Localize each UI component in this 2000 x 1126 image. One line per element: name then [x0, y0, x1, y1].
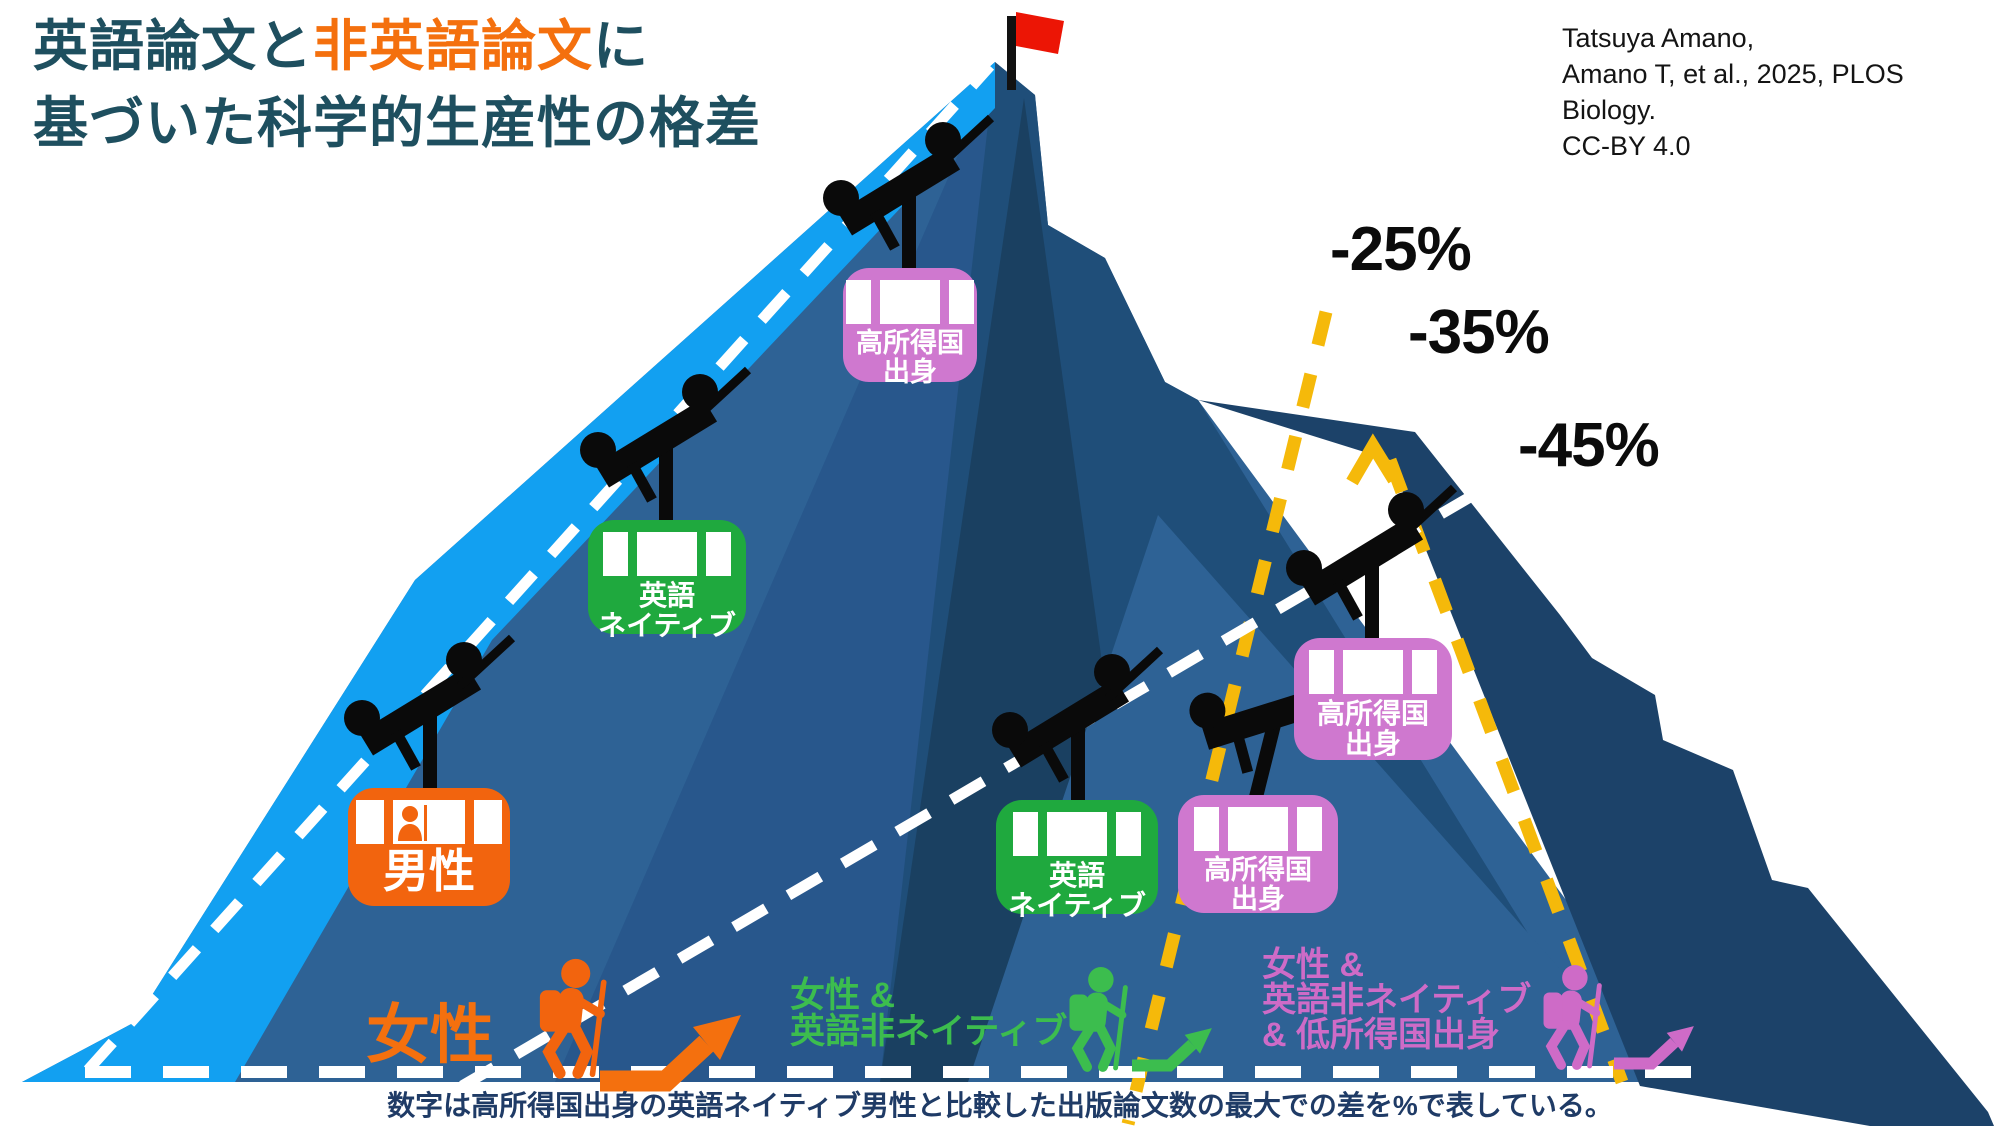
cable-car-windows — [588, 532, 746, 576]
yellow-route-right — [1383, 457, 1629, 1085]
title-teal-text: 英語論文と — [33, 15, 314, 77]
gap-label-45: -45% — [1518, 411, 1660, 480]
title-orange-text: 非英語論文 — [313, 15, 594, 77]
cable-label-text: 英語 — [638, 580, 695, 611]
cable-label-text: 高所得国 — [1316, 698, 1429, 729]
group-label-female-nonnative: 女性 & 英語非ネイティブ — [790, 978, 1067, 1050]
group-label-female: 女性 — [366, 999, 494, 1071]
footnote-caption: 数字は高所得国出身の英語ネイティブ男性と比較した出版論文数の最大での差を%で表し… — [387, 1090, 1613, 1121]
title-line-1: 英語論文と非英語論文に — [33, 8, 761, 85]
cable-label-text: 男性 — [383, 845, 475, 897]
cable-car-windows — [1178, 807, 1338, 851]
cable-label-text: 高所得国 — [856, 328, 964, 358]
cable-label-high-income-right-lower: 高所得国 出身 — [1178, 795, 1338, 914]
attribution-line: CC-BY 4.0 — [1562, 131, 1691, 161]
gap-label-35: -35% — [1408, 298, 1550, 367]
cable-car-windows — [1294, 650, 1452, 694]
group-label-line: & 低所得国出身 — [1262, 1016, 1500, 1054]
cable-label-text: 高所得国 — [1204, 855, 1312, 885]
attribution: Tatsuya Amano, Amano T, et al., 2025, PL… — [1562, 20, 2000, 164]
cable-label-text: ネイティブ — [598, 610, 736, 641]
cable-label-male: 男性 — [348, 788, 510, 906]
group-label-line: 女性 & — [1262, 946, 1364, 984]
cable-label-english-native-right: 英語 ネイティブ — [996, 800, 1158, 921]
cable-label-high-income-right-upper: 高所得国 出身 — [1294, 638, 1452, 760]
yellow-route-arrowhead-icon — [1346, 433, 1400, 486]
summit-flag-icon — [1007, 12, 1064, 90]
white-route-secondary-ascent — [459, 471, 1509, 1091]
cable-label-text: 出身 — [1231, 884, 1285, 914]
group-label-line: 英語非ネイティブ — [790, 1012, 1068, 1051]
cable-label-text: 出身 — [883, 357, 937, 387]
title-line-2: 基づいた科学的生産性の格差 — [33, 92, 762, 154]
attribution-line: Tatsuya Amano, — [1562, 23, 1755, 53]
white-route-main-ascent — [83, 62, 995, 1074]
group-label-female-nonnative-lowincome: 女性 & 英語非ネイティブ & 低所得国出身 — [1262, 948, 1531, 1053]
title-teal-text: に — [593, 15, 650, 77]
group-label-line: 英語非ネイティブ — [1262, 981, 1532, 1019]
cable-label-high-income-left: 高所得国 出身 — [843, 268, 977, 387]
group-label-line: 女性 & — [790, 976, 896, 1015]
cable-car-windows — [348, 800, 510, 844]
mountain-right-ridge — [1198, 400, 1994, 1126]
cable-car-windows — [996, 812, 1158, 856]
cable-label-text: 出身 — [1344, 728, 1401, 759]
mountain-bright-blue-band — [22, 62, 995, 1082]
cable-label-text: ネイティブ — [1008, 890, 1146, 921]
cable-label-text: 英語 — [1048, 860, 1105, 891]
attribution-line: Amano T, et al., 2025, PLOS Biology. — [1562, 59, 1904, 125]
person-icon — [398, 805, 427, 841]
gap-label-25: -25% — [1330, 215, 1472, 284]
page-title: 英語論文と非英語論文に 基づいた科学的生産性の格差 — [33, 8, 761, 162]
cable-label-english-native-left: 英語 ネイティブ — [588, 520, 746, 641]
cable-car-windows — [843, 280, 977, 324]
